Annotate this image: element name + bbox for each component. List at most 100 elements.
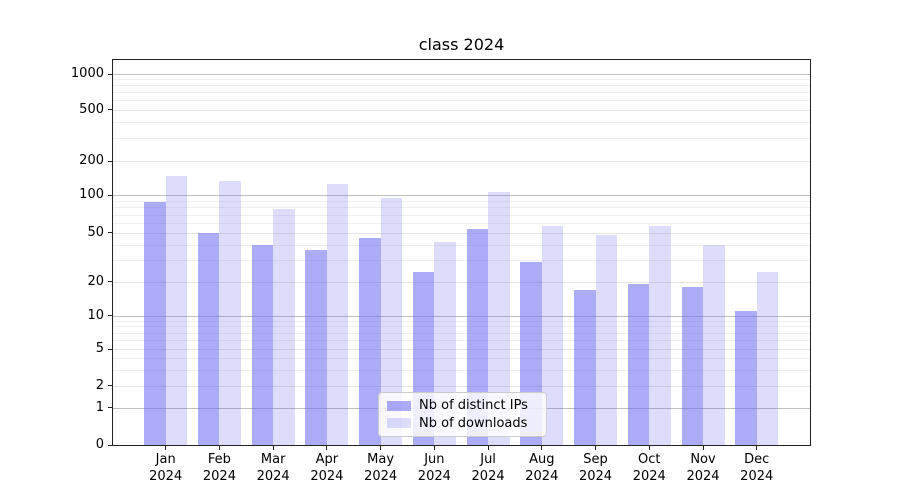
bar-ips-may-2024 (359, 238, 381, 445)
bar-ips-oct-2024 (627, 284, 650, 445)
bar-ips-sep-2024 (574, 289, 596, 445)
plot-area (112, 59, 811, 446)
minor-gridline-300 (113, 138, 810, 140)
y-tick-2 (108, 385, 112, 387)
minor-gridline-800 (113, 85, 810, 87)
x-tick-label-jul-2024: Jul 2024 (471, 452, 505, 484)
x-tick-label-mar-2024: Mar 2024 (256, 452, 290, 484)
minor-gridline-60 (113, 222, 810, 224)
x-tick-aug-2024 (541, 446, 543, 450)
y-tick-200 (108, 160, 112, 162)
legend: Nb of distinct IPs Nb of downloads (378, 392, 547, 437)
y-tick-label-500: 500 (79, 101, 104, 117)
y-tick-100 (108, 194, 112, 196)
legend-swatch-downloads (387, 418, 411, 429)
y-tick-label-2: 2 (95, 377, 104, 393)
x-tick-label-dec-2024: Dec 2024 (740, 452, 774, 484)
x-tick-mar-2024 (272, 446, 274, 450)
bar-downloads-aug-2024 (541, 225, 564, 445)
minor-gridline-9 (113, 320, 810, 322)
bar-downloads-mar-2024 (273, 209, 295, 445)
minor-gridline-30 (113, 260, 810, 262)
gridline-1000 (113, 74, 810, 75)
x-tick-may-2024 (380, 446, 382, 450)
y-tick-500 (108, 109, 112, 111)
bar-downloads-feb-2024 (219, 181, 241, 445)
y-tick-label-50: 50 (87, 224, 104, 240)
minor-gridline-700 (113, 92, 810, 94)
bar-ips-jan-2024 (144, 202, 166, 445)
minor-gridline-40 (113, 244, 810, 246)
bar-downloads-sep-2024 (595, 234, 618, 445)
y-tick-label-200: 200 (79, 153, 104, 168)
y-tick-label-20: 20 (87, 273, 104, 289)
bar-downloads-apr-2024 (326, 183, 349, 445)
y-tick-label-1: 1 (95, 399, 104, 415)
bar-downloads-dec-2024 (756, 271, 779, 445)
minor-gridline-4 (113, 358, 810, 360)
y-tick-1 (108, 407, 112, 409)
y-tick-label-10: 10 (87, 307, 104, 323)
gridline-200 (113, 161, 810, 162)
x-tick-label-sep-2024: Sep 2024 (578, 452, 613, 484)
x-tick-label-jun-2024: Jun 2024 (417, 452, 451, 484)
minor-gridline-3 (113, 369, 810, 371)
gridline-10 (113, 315, 810, 317)
x-tick-sep-2024 (595, 446, 597, 450)
minor-gridline-900 (113, 79, 810, 81)
gridline-50 (113, 232, 810, 234)
minor-gridline-90 (113, 200, 810, 202)
y-tick-5 (108, 348, 112, 350)
x-tick-label-may-2024: May 2024 (364, 452, 398, 484)
bar-downloads-oct-2024 (649, 225, 671, 445)
x-tick-feb-2024 (218, 446, 220, 450)
bar-ips-mar-2024 (251, 244, 274, 445)
y-tick-10 (108, 315, 112, 316)
x-tick-oct-2024 (648, 446, 650, 450)
y-tick-label-1000: 1000 (70, 66, 104, 81)
bar-ips-apr-2024 (305, 250, 327, 445)
y-tick-1000 (108, 73, 112, 75)
bar-ips-nov-2024 (681, 286, 703, 445)
x-tick-label-nov-2024: Nov 2024 (686, 452, 720, 484)
legend-swatch-distinct-ips (387, 400, 411, 411)
x-tick-jun-2024 (433, 446, 435, 450)
x-tick-label-oct-2024: Oct 2024 (632, 452, 666, 484)
minor-gridline-70 (113, 214, 810, 216)
gridline-5 (113, 349, 810, 351)
y-tick-label-0: 0 (95, 437, 104, 452)
minor-gridline-80 (113, 207, 810, 209)
minor-gridline-6 (113, 340, 810, 342)
y-tick-20 (108, 281, 112, 283)
minor-gridline-600 (113, 100, 810, 102)
x-tick-label-feb-2024: Feb 2024 (202, 452, 236, 484)
legend-label-distinct-ips: Nb of distinct IPs (419, 398, 528, 414)
legend-item-distinct-ips: Nb of distinct IPs (387, 397, 538, 414)
x-tick-label-aug-2024: Aug 2024 (525, 452, 559, 484)
x-tick-apr-2024 (326, 446, 328, 450)
bar-ips-dec-2024 (735, 310, 757, 445)
bar-ips-feb-2024 (197, 232, 220, 445)
chart-title: class 2024 (418, 35, 505, 54)
y-tick-50 (108, 232, 112, 234)
gridline-2 (113, 385, 810, 387)
bar-ips-jul-2024 (466, 228, 489, 445)
legend-label-downloads: Nb of downloads (419, 415, 528, 431)
gridline-500 (113, 109, 810, 111)
gridline-100 (113, 195, 810, 197)
minor-gridline-7 (113, 332, 810, 334)
bar-downloads-jul-2024 (488, 192, 510, 445)
x-tick-jul-2024 (487, 446, 489, 450)
x-tick-jan-2024 (165, 446, 167, 450)
bar-downloads-may-2024 (380, 198, 403, 445)
x-tick-label-jan-2024: Jan 2024 (149, 452, 183, 484)
x-tick-label-apr-2024: Apr 2024 (310, 452, 344, 484)
gridline-20 (113, 281, 810, 283)
y-tick-0 (108, 444, 112, 446)
y-tick-label-5: 5 (95, 341, 104, 357)
bar-downloads-nov-2024 (703, 244, 725, 445)
minor-gridline-400 (113, 122, 810, 124)
minor-gridline-8 (113, 326, 810, 328)
x-tick-nov-2024 (702, 446, 704, 450)
